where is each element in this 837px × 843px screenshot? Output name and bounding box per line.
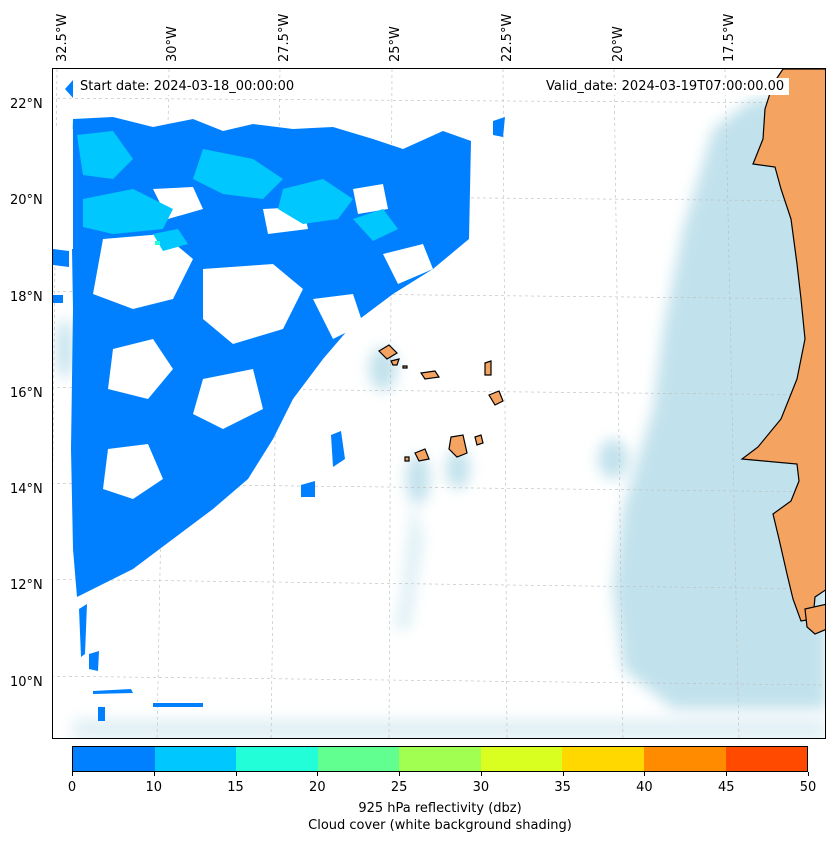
lon-label: 27.5°W [277,13,292,62]
colorbar-tick-label: 20 [309,780,326,795]
reflectivity-layer-high [155,241,160,245]
pointer-icon [65,80,73,98]
colorbar-tick-mark [235,772,237,776]
colorbar-segment [317,747,400,771]
colorbar-tick-label: 10 [145,780,163,795]
colorbar-sublabel: Cloud cover (white background shading) [308,818,572,833]
colorbar-segment [73,747,155,771]
colorbar-label: 925 hPa reflectivity (dbz) [358,801,522,816]
colorbar-segment [154,747,237,771]
colorbar-tick-mark [562,772,564,776]
lat-label: 14°N [10,482,43,497]
lon-label: 30°W [165,26,180,62]
lon-label: 25°W [388,26,403,62]
colorbar-tick-label: 0 [67,780,77,795]
lon-label: 32.5°W [55,13,70,62]
lon-label: 17.5°W [722,13,737,62]
lat-label: 16°N [10,386,43,401]
colorbar-tick-label: 30 [472,780,490,795]
colorbar-tick-mark [480,772,482,776]
lat-label: 10°N [10,675,43,690]
colorbar-tick-mark [808,772,809,776]
colorbar-tick-mark [153,772,155,776]
colorbar-tick-label: 15 [227,780,244,795]
colorbar-segment [399,747,481,771]
colorbar-tick-mark [317,772,319,776]
cloud-cover-layer [57,99,825,738]
reflectivity-gaps [53,129,433,499]
lat-label: 18°N [10,290,43,305]
islands-layer [378,344,504,462]
colorbar-segment [562,747,644,771]
start-date-label: Start date: 2024-03-18_00:00:00 [75,78,300,95]
colorbar-tick-label: 40 [636,780,653,795]
colorbar-tick-label: 25 [390,780,408,795]
land-layer [740,69,825,635]
lat-label: 12°N [10,578,43,593]
lat-label: 22°N [10,97,43,112]
colorbar-tick-mark [726,772,728,776]
valid-date-label: Valid_date: 2024-03-19T07:00:00.00 [541,78,790,95]
lon-label: 20°W [611,26,626,62]
colorbar-segment [236,747,318,771]
map-canvas [53,69,825,738]
colorbar-tick-label: 50 [799,780,817,795]
colorbar-tick-mark [644,772,646,776]
lat-label: 20°N [10,193,43,208]
colorbar-tick-label: 35 [554,780,571,795]
reflectivity-layer-mid [77,131,398,251]
colorbar-tick-mark [72,772,73,776]
lon-label: 22.5°W [500,13,515,62]
colorbar-tick-label: 45 [717,780,735,795]
colorbar-segment [480,747,563,771]
colorbar [72,746,808,772]
colorbar-segment [725,747,808,771]
map-panel[interactable]: Start date: 2024-03-18_00:00:00 Valid_da… [52,68,826,739]
colorbar-tick-mark [399,772,401,776]
colorbar-segment [643,747,726,771]
